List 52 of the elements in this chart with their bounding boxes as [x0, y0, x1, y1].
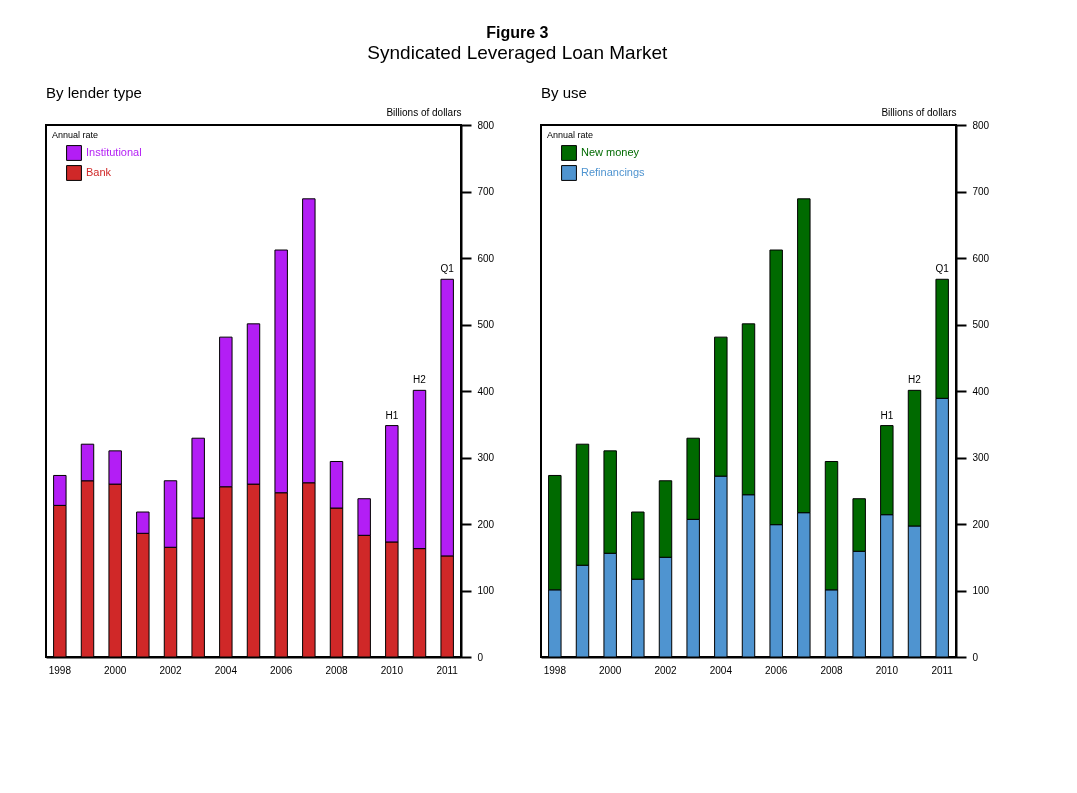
- y-tick-label: 0: [972, 651, 979, 663]
- x-tick-label: 2004: [709, 664, 733, 676]
- annotation: Annual rate: [52, 130, 99, 140]
- y-tick-label: 300: [972, 452, 990, 463]
- y-tick-label: 800: [972, 119, 990, 131]
- y-axis-title: Billions of dollars: [386, 106, 462, 118]
- x-tick-label: 2002: [654, 664, 678, 676]
- y-tick-label: 600: [477, 252, 495, 264]
- y-tick-label: 0: [477, 651, 484, 663]
- annotation: Annual rate: [547, 130, 594, 140]
- x-tick-label: 2004: [214, 664, 238, 676]
- x-tick-label: 2010: [380, 664, 404, 676]
- x-tick-label: 2008: [325, 664, 349, 676]
- y-tick-label: 100: [477, 585, 495, 596]
- annotation: H1: [385, 409, 399, 421]
- text: By use: [541, 84, 587, 101]
- y-axis-title: Billions of dollars: [881, 106, 957, 118]
- x-tick-label: 2000: [599, 664, 622, 676]
- y-tick-label: 200: [972, 518, 990, 530]
- annotation: Q1: [935, 263, 950, 275]
- y-tick-label: 700: [477, 186, 495, 197]
- legend-label: Refinancings: [581, 166, 646, 178]
- text: By lender type: [46, 84, 142, 101]
- y-tick-label: 500: [477, 319, 495, 330]
- x-tick-label: 2006: [765, 664, 788, 676]
- x-tick-label: 2011: [931, 664, 954, 676]
- x-tick-label: 2008: [820, 664, 844, 676]
- x-tick-label: 2000: [104, 664, 127, 676]
- y-tick-label: 600: [972, 252, 990, 264]
- text: Syndicated Leveraged Loan Market: [367, 42, 669, 63]
- legend-label: Institutional: [86, 146, 142, 158]
- y-tick-label: 500: [972, 319, 990, 330]
- x-tick-label: 1998: [48, 664, 72, 676]
- annotation: Q1: [440, 263, 455, 275]
- y-tick-label: 700: [972, 186, 990, 197]
- x-tick-label: 2010: [875, 664, 899, 676]
- y-tick-label: 100: [972, 585, 990, 596]
- y-tick-label: 800: [477, 119, 495, 131]
- legend-label: New money: [581, 146, 640, 158]
- annotation: H2: [413, 374, 427, 386]
- y-tick-label: 200: [477, 518, 495, 530]
- annotation: H1: [880, 409, 894, 421]
- y-tick-label: 400: [477, 385, 495, 397]
- annotation: H2: [908, 374, 922, 386]
- x-tick-label: 2002: [159, 664, 183, 676]
- text: Figure 3: [486, 24, 549, 41]
- x-tick-label: 2011: [436, 664, 459, 676]
- x-tick-label: 2006: [270, 664, 293, 676]
- y-tick-label: 300: [477, 452, 495, 463]
- x-tick-label: 1998: [543, 664, 567, 676]
- legend-label: Bank: [86, 166, 112, 178]
- y-tick-label: 400: [972, 385, 990, 397]
